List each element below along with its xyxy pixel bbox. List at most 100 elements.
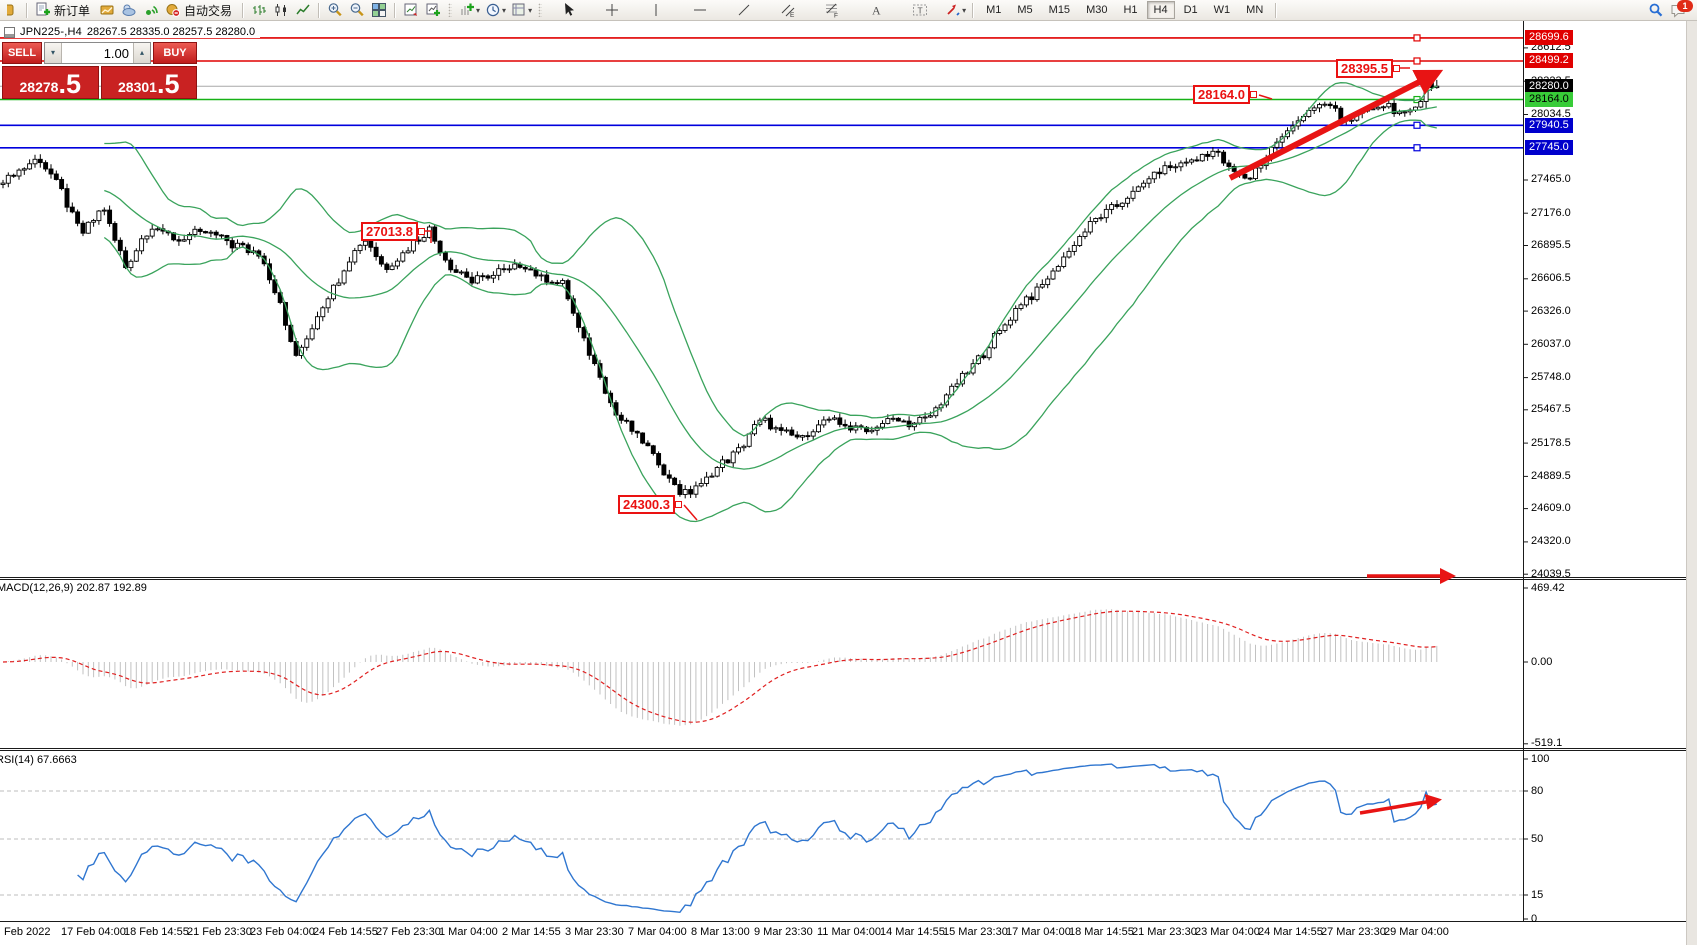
volume-increase-button[interactable]: ▴ [133,43,150,63]
bid-price-main: 28278 [19,79,59,95]
price-callout[interactable]: 28395.5 [1336,59,1400,78]
market-watch-icon[interactable] [118,1,140,19]
timeframe-button-w1[interactable]: W1 [1213,4,1231,16]
price-level-badge: 28280.0 [1525,78,1573,94]
zoom-in-icon[interactable] [324,1,346,19]
sell-button[interactable]: SELL [2,42,42,64]
vertical-line-icon[interactable] [634,1,678,19]
price-tick-label: 24320.0 [1531,535,1571,548]
toolbar-separator [448,3,453,17]
timeframe-button-m30[interactable]: M30 [1086,4,1108,16]
price-tick-label: 26326.0 [1531,304,1571,317]
dropdown-caret-icon[interactable]: ▾ [528,5,533,15]
profiles-icon[interactable] [96,1,118,19]
price-tick-label: 24889.5 [1531,469,1571,482]
timeframe-button-m15[interactable]: M15 [1048,4,1071,16]
toolbar-separator [972,2,975,18]
cursor-icon[interactable] [546,1,590,19]
svg-text:T: T [918,6,923,16]
price-level-badge: 28164.0 [1525,92,1573,108]
tile-windows-icon[interactable] [368,1,390,19]
price-level-badge: 27745.0 [1525,140,1573,156]
text-icon[interactable]: A [854,1,898,19]
time-tick-label: Feb 2022 [4,926,51,938]
svg-text:F: F [834,13,838,19]
zoom-out-icon[interactable] [346,1,368,19]
price-tick-label: 25467.5 [1531,403,1571,416]
price-callout[interactable]: 28164.0 [1193,85,1257,104]
price-callout[interactable]: 27013.8 [361,222,425,241]
price-callout[interactable]: 24300.3 [618,495,682,514]
buy-button[interactable]: BUY [153,42,197,64]
timeframe-button-m5[interactable]: M5 [1017,4,1033,16]
volume-decrease-button[interactable]: ▾ [45,43,62,63]
line-chart-icon[interactable] [292,1,314,19]
new-order-label[interactable]: 新订单 [54,3,91,18]
top-toolbar: 新订单 自动交易 ▾ ▾ ▾ E F A T ▾ M1 M5 M15 M30 H1 H4 D1 W1 MN 1 [0,0,1697,21]
timeframe-button-h1[interactable]: H1 [1123,4,1138,16]
macd-tick-label: 469.42 [1531,581,1565,594]
chart-title: JPN225-,H4 28267.5 28335.0 28257.5 28280… [4,26,261,38]
bid-price-pips: .5 [58,69,81,99]
svg-text:E: E [790,12,795,18]
dropdown-caret-icon[interactable]: ▾ [962,5,967,15]
dropdown-caret-icon[interactable]: ▾ [476,5,481,15]
time-tick-label: 21 Mar 23:30 [1132,926,1197,938]
template-icon[interactable] [508,1,530,19]
macd-indicator-label: MACD(12,26,9) 202.87 192.89 [0,582,147,594]
toolbar-separator [242,2,245,18]
crosshair-icon[interactable] [590,1,634,19]
volume-input[interactable] [62,43,133,63]
trendline-icon[interactable] [722,1,766,19]
rsi-indicator-label: RSI(14) 67.6663 [0,754,77,766]
toolbar-right-icons: 1 [1645,0,1693,19]
notification-badge: 1 [1677,0,1693,12]
time-tick-label: 3 Mar 23:30 [565,926,624,938]
macd-tick-label: 0.00 [1531,655,1553,668]
fibonacci-icon[interactable]: F [810,1,854,19]
bar-chart-icon[interactable] [248,1,270,19]
time-tick-label: 9 Mar 23:30 [754,926,813,938]
chart-window-icon[interactable] [400,1,422,19]
rsi-tick-label: 80 [1531,784,1544,797]
timeframe-button-mn[interactable]: MN [1246,4,1264,16]
symbol-period-label: JPN225-,H4 [20,26,82,38]
time-tick-label: 24 Feb 14:55 [313,926,378,938]
channel-icon[interactable]: E [766,1,810,19]
bid-price-box[interactable]: 28278.5 [2,66,99,99]
svg-text:A: A [872,4,881,18]
ask-price-box[interactable]: 28301.5 [100,66,197,99]
time-tick-label: 11 Mar 04:00 [817,926,882,938]
toolbar-separator [26,2,28,18]
signals-icon[interactable] [140,1,162,19]
time-tick-label: 2 Mar 14:55 [502,926,561,938]
dropdown-caret-icon[interactable]: ▾ [502,5,507,15]
candlestick-chart-icon[interactable] [270,1,292,19]
price-tick-label: 26895.5 [1531,239,1571,252]
price-tick-label: 24039.5 [1531,567,1571,580]
autotrading-label[interactable]: 自动交易 [184,3,233,18]
volume-stepper: ▾ ▴ [44,42,151,64]
add-indicator-icon[interactable] [456,1,478,19]
rsi-tick-label: 50 [1531,832,1544,845]
time-tick-label: 23 Feb 04:00 [250,926,315,938]
arrows-icon[interactable] [942,1,964,19]
timeframe-button-h4[interactable]: H4 [1146,1,1175,19]
new-chart-icon[interactable] [422,1,444,19]
timeframe-button-d1[interactable]: D1 [1183,4,1198,16]
notifications-button[interactable]: 1 [1667,0,1693,19]
price-tick-label: 25748.0 [1531,371,1571,384]
timeframe-button-m1[interactable]: M1 [986,4,1002,16]
search-icon[interactable] [1645,1,1667,19]
price-level-badge: 28499.2 [1525,53,1573,69]
clipped-icon[interactable] [0,1,22,19]
text-label-icon[interactable]: T [898,1,942,19]
time-tick-label: 17 Mar 04:00 [1006,926,1071,938]
time-tick-label: 17 Feb 04:00 [61,926,126,938]
horizontal-line-icon[interactable] [678,1,722,19]
autotrading-icon[interactable] [162,1,184,19]
new-order-icon[interactable] [32,1,54,19]
period-clock-icon[interactable] [482,1,504,19]
rsi-tick-label: 15 [1531,888,1544,901]
